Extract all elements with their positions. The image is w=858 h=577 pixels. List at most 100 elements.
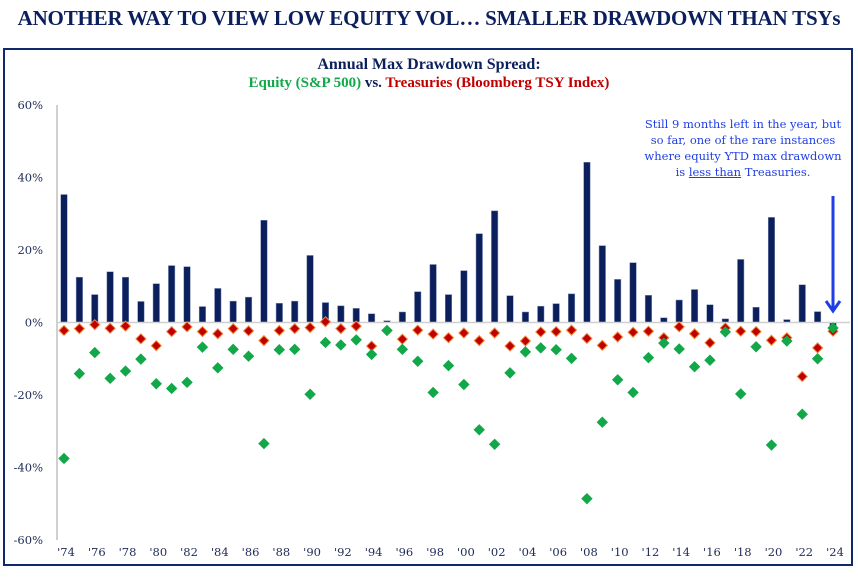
- equity-point: [335, 339, 347, 351]
- treasuries-point: [181, 321, 193, 333]
- spread-bar: [306, 255, 314, 323]
- annotation-underlined: less than: [688, 165, 742, 179]
- treasuries-point: [119, 320, 132, 332]
- spread-bar: [75, 276, 83, 323]
- equity-point: [735, 388, 747, 400]
- treasuries-point: [535, 326, 547, 338]
- spread-bar: [491, 210, 499, 323]
- treasuries-point: [412, 324, 424, 336]
- x-axis-ticks: '74 '76 '78 '80 '82 '84 '86 '88 '90 '92 '94 '96 '98 '…: [57, 545, 844, 559]
- spread-bar: [568, 293, 576, 323]
- x-tick-label: '78: [119, 545, 137, 559]
- arrow-head: [824, 300, 842, 314]
- equity-point: [212, 362, 224, 374]
- equity-point: [719, 326, 732, 338]
- equity-points: [58, 322, 839, 505]
- x-tick-label: '24: [826, 545, 844, 559]
- annotation-line-4-post: Treasuries.: [741, 165, 811, 179]
- spread-bar: [460, 270, 468, 323]
- spread-bar: [614, 279, 622, 323]
- annotation-line-3: where equity YTD max drawdown: [644, 149, 842, 163]
- page-title: ANOTHER WAY TO VIEW LOW EQUITY VOL… SMAL…: [17, 6, 841, 30]
- equity-point: [165, 382, 178, 395]
- x-tick-label: '96: [395, 545, 413, 559]
- equity-point: [658, 337, 670, 349]
- y-tick-label: 40%: [17, 171, 43, 185]
- x-tick-label: '94: [365, 545, 383, 559]
- x-tick-label: '06: [549, 545, 567, 559]
- x-tick-label: '88: [272, 545, 290, 559]
- treasuries-point: [611, 331, 624, 343]
- chart-title: Annual Max Drawdown Spread:: [317, 56, 541, 73]
- treasuries-point: [335, 322, 347, 335]
- equity-point: [642, 351, 655, 364]
- y-axis-ticks: 60% 40% 20% 0% -20% -40% -60%: [14, 98, 44, 547]
- spread-bar: [137, 301, 145, 323]
- equity-point: [827, 322, 839, 334]
- spread-bar: [214, 288, 222, 323]
- x-tick-label: '04: [519, 545, 537, 559]
- spread-bar: [91, 294, 99, 323]
- equity-point: [519, 346, 532, 358]
- equity-point: [627, 386, 639, 399]
- annotation-line-2: so far, one of the rare instances: [650, 133, 836, 147]
- spread-bar: [245, 296, 253, 323]
- equity-point: [781, 335, 793, 347]
- spread-bar: [198, 306, 206, 323]
- annotation-arrow: [824, 196, 842, 314]
- annotation-line-1: Still 9 months left in the year, but: [644, 117, 842, 131]
- spread-bar: [706, 304, 714, 323]
- equity-point: [765, 439, 778, 451]
- y-tick-label: 60%: [17, 98, 43, 112]
- spread-bar: [506, 295, 514, 323]
- treasuries-point: [581, 332, 593, 345]
- spread-bar: [260, 220, 268, 323]
- spread-bar: [368, 313, 376, 323]
- equity-point: [412, 355, 424, 367]
- equity-point: [365, 348, 378, 361]
- treasuries-point: [673, 321, 685, 333]
- treasuries-point: [319, 316, 332, 328]
- spread-bar: [537, 305, 545, 323]
- equity-point: [535, 342, 547, 354]
- spread-bar: [552, 303, 560, 323]
- treasuries-point: [735, 325, 747, 337]
- treasuries-point: [596, 339, 609, 352]
- treasuries-point: [227, 322, 239, 335]
- equity-point: [242, 350, 255, 362]
- spread-bar: [429, 264, 437, 323]
- spread-bar: [691, 289, 699, 323]
- spread-bar: [291, 300, 299, 323]
- equity-point: [581, 492, 593, 505]
- treasuries-point: [273, 324, 286, 337]
- spread-bar: [521, 311, 529, 323]
- treasuries-point: [704, 337, 716, 349]
- spread-bar: [414, 291, 422, 323]
- treasuries-point: [135, 333, 147, 345]
- annotation-line-4-pre: is: [675, 165, 689, 179]
- spread-bar: [183, 266, 191, 323]
- equity-point: [565, 352, 578, 365]
- equity-point: [473, 424, 485, 436]
- equity-point: [596, 416, 609, 428]
- equity-point: [273, 343, 286, 356]
- y-tick-label: 20%: [17, 243, 43, 257]
- spread-bar: [275, 303, 283, 323]
- annotation-text: Still 9 months left in the year, but so …: [636, 116, 850, 180]
- x-tick-label: '16: [703, 545, 721, 559]
- treasuries-point: [458, 327, 470, 339]
- equity-point: [396, 343, 409, 356]
- spread-bar: [752, 307, 760, 323]
- x-tick-label: '90: [303, 545, 321, 559]
- treasuries-point: [242, 325, 255, 337]
- equity-point: [504, 367, 516, 379]
- spread-bar: [122, 276, 130, 323]
- x-tick-label: '00: [457, 545, 475, 559]
- y-tick-label: -20%: [14, 388, 44, 402]
- treasuries-point: [165, 325, 178, 338]
- treasuries-point: [473, 334, 485, 347]
- equity-point: [89, 346, 101, 359]
- treasuries-point: [104, 322, 116, 335]
- treasuries-point: [350, 320, 362, 332]
